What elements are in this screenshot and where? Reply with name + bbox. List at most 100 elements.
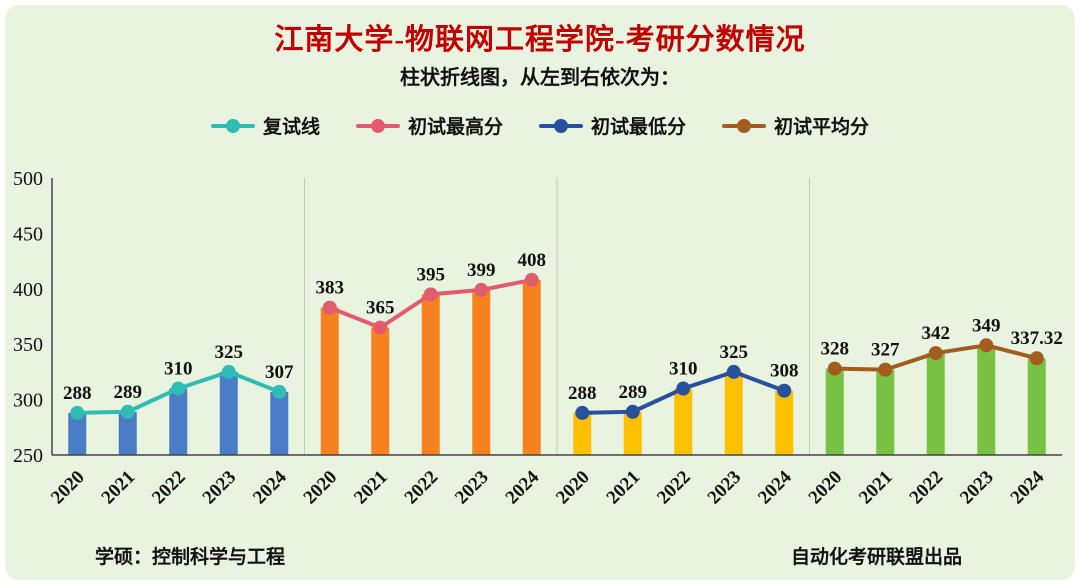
- bar: [169, 388, 188, 455]
- x-axis-label: 2021: [855, 467, 897, 509]
- x-axis-label: 2023: [199, 467, 241, 509]
- x-axis-label: 2023: [956, 467, 998, 509]
- legend: 复试线 初试最高分 初试最低分 初试平均分: [0, 112, 1080, 139]
- bar: [926, 353, 945, 455]
- data-point: [625, 404, 640, 419]
- x-axis-label: 2020: [47, 467, 89, 509]
- x-axis-label: 2022: [401, 467, 443, 509]
- bar: [270, 391, 289, 455]
- data-point: [322, 300, 337, 315]
- data-point: [928, 346, 943, 361]
- legend-line-dot-icon: [355, 118, 400, 133]
- x-axis-label: 2024: [249, 466, 291, 508]
- legend-item: 复试线: [210, 112, 320, 139]
- data-point: [373, 320, 388, 335]
- data-point: [726, 364, 741, 379]
- x-axis-label: 2020: [805, 467, 847, 509]
- data-point: [777, 383, 792, 398]
- bar: [219, 371, 238, 455]
- footer-program-label: 学硕：控制科学与工程: [95, 547, 286, 568]
- y-axis-label: 500: [13, 168, 43, 190]
- x-axis-label: 2022: [653, 467, 695, 509]
- x-axis-label: 2023: [704, 467, 746, 509]
- y-axis-label: 400: [13, 279, 43, 301]
- footer-credit-label: 自动化考研联盟出品: [790, 547, 962, 568]
- data-point: [827, 361, 842, 376]
- value-label: 307: [265, 362, 294, 383]
- bar: [674, 388, 693, 455]
- value-label: 328: [821, 339, 850, 360]
- bar: [977, 345, 996, 455]
- value-label: 289: [114, 382, 143, 403]
- chart-subtitle: 柱状折线图，从左到右依次为：: [400, 67, 680, 89]
- x-axis-label: 2021: [603, 467, 645, 509]
- bar: [320, 307, 339, 455]
- bar: [573, 412, 592, 455]
- x-axis-label: 2024: [502, 466, 544, 508]
- data-point: [1029, 351, 1044, 366]
- bar: [522, 279, 541, 455]
- y-axis-label: 250: [13, 445, 43, 467]
- legend-item: 初试最高分: [355, 112, 503, 139]
- value-label: 289: [619, 382, 648, 403]
- bar: [1027, 358, 1046, 455]
- value-label: 399: [467, 260, 496, 281]
- data-point: [70, 405, 85, 420]
- value-label: 408: [518, 250, 547, 271]
- data-point: [676, 381, 691, 396]
- legend-label: 复试线: [262, 117, 320, 138]
- bar: [825, 368, 844, 455]
- data-point: [524, 272, 539, 287]
- data-point: [878, 362, 893, 377]
- value-label: 365: [366, 298, 395, 319]
- value-label: 288: [568, 383, 597, 404]
- y-axis-label: 350: [13, 334, 43, 356]
- bar: [876, 369, 895, 455]
- value-label: 325: [215, 342, 244, 363]
- data-point: [979, 338, 994, 353]
- value-label: 310: [164, 359, 193, 380]
- value-label: 325: [720, 342, 749, 363]
- value-label: 337.32: [1011, 328, 1063, 349]
- x-axis-label: 2021: [350, 467, 392, 509]
- bar: [724, 371, 743, 455]
- data-point: [272, 384, 287, 399]
- data-point: [221, 364, 236, 379]
- bar: [775, 390, 794, 455]
- bar: [68, 412, 87, 455]
- value-label: 327: [871, 340, 900, 361]
- data-point: [474, 282, 489, 297]
- chart-title: 江南大学-物联网工程学院-考研分数情况: [274, 24, 806, 56]
- bar: [623, 411, 642, 455]
- x-axis-label: 2022: [148, 467, 190, 509]
- x-axis-label: 2023: [451, 467, 493, 509]
- legend-item: 初试平均分: [722, 112, 869, 139]
- legend-line-dot-icon: [722, 118, 767, 133]
- legend-line-dot-icon: [539, 118, 583, 133]
- x-axis-label: 2020: [552, 467, 594, 509]
- bar: [472, 289, 491, 455]
- value-label: 395: [417, 264, 446, 285]
- value-label: 308: [770, 361, 799, 382]
- value-label: 383: [316, 278, 345, 299]
- data-point: [171, 381, 186, 396]
- legend-line-dot-icon: [210, 118, 255, 133]
- x-axis-label: 2024: [1007, 466, 1049, 508]
- value-label: 349: [972, 315, 1001, 336]
- legend-label: 初试最低分: [591, 117, 687, 138]
- x-axis-label: 2022: [906, 467, 948, 509]
- legend-item: 初试最低分: [539, 112, 686, 139]
- y-axis-label: 300: [13, 390, 43, 412]
- x-axis-label: 2021: [98, 467, 140, 509]
- legend-label: 初试平均分: [774, 117, 870, 138]
- legend-label: 初试最高分: [407, 117, 503, 138]
- value-label: 310: [669, 359, 698, 380]
- data-point: [120, 404, 135, 419]
- value-label: 342: [922, 323, 951, 344]
- x-axis-label: 2020: [300, 467, 342, 509]
- value-label: 288: [63, 383, 92, 404]
- bar: [421, 294, 440, 455]
- bar: [371, 327, 390, 455]
